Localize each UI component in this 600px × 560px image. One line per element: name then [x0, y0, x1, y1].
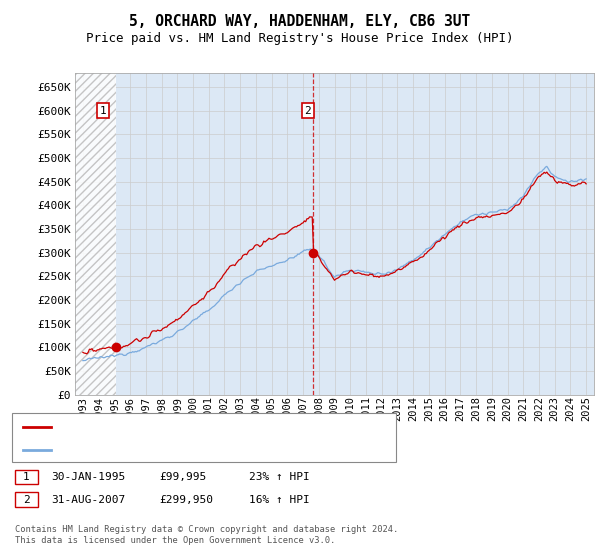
Text: Price paid vs. HM Land Registry's House Price Index (HPI): Price paid vs. HM Land Registry's House … — [86, 32, 514, 45]
Text: 30-JAN-1995: 30-JAN-1995 — [51, 472, 125, 482]
Text: 5, ORCHARD WAY, HADDENHAM, ELY, CB6 3UT: 5, ORCHARD WAY, HADDENHAM, ELY, CB6 3UT — [130, 14, 470, 29]
Text: HPI: Average price, detached house, East Cambridgeshire: HPI: Average price, detached house, East… — [57, 445, 387, 455]
Text: 1: 1 — [23, 472, 30, 482]
Text: 5, ORCHARD WAY, HADDENHAM, ELY, CB6 3UT (detached house): 5, ORCHARD WAY, HADDENHAM, ELY, CB6 3UT … — [57, 422, 393, 432]
Text: 2: 2 — [304, 106, 311, 116]
Text: Contains HM Land Registry data © Crown copyright and database right 2024.
This d: Contains HM Land Registry data © Crown c… — [15, 525, 398, 545]
Text: 1: 1 — [100, 106, 107, 116]
Text: 16% ↑ HPI: 16% ↑ HPI — [249, 494, 310, 505]
Text: 23% ↑ HPI: 23% ↑ HPI — [249, 472, 310, 482]
Text: 31-AUG-2007: 31-AUG-2007 — [51, 494, 125, 505]
Text: 2: 2 — [23, 494, 30, 505]
Text: £99,995: £99,995 — [159, 472, 206, 482]
Text: £299,950: £299,950 — [159, 494, 213, 505]
